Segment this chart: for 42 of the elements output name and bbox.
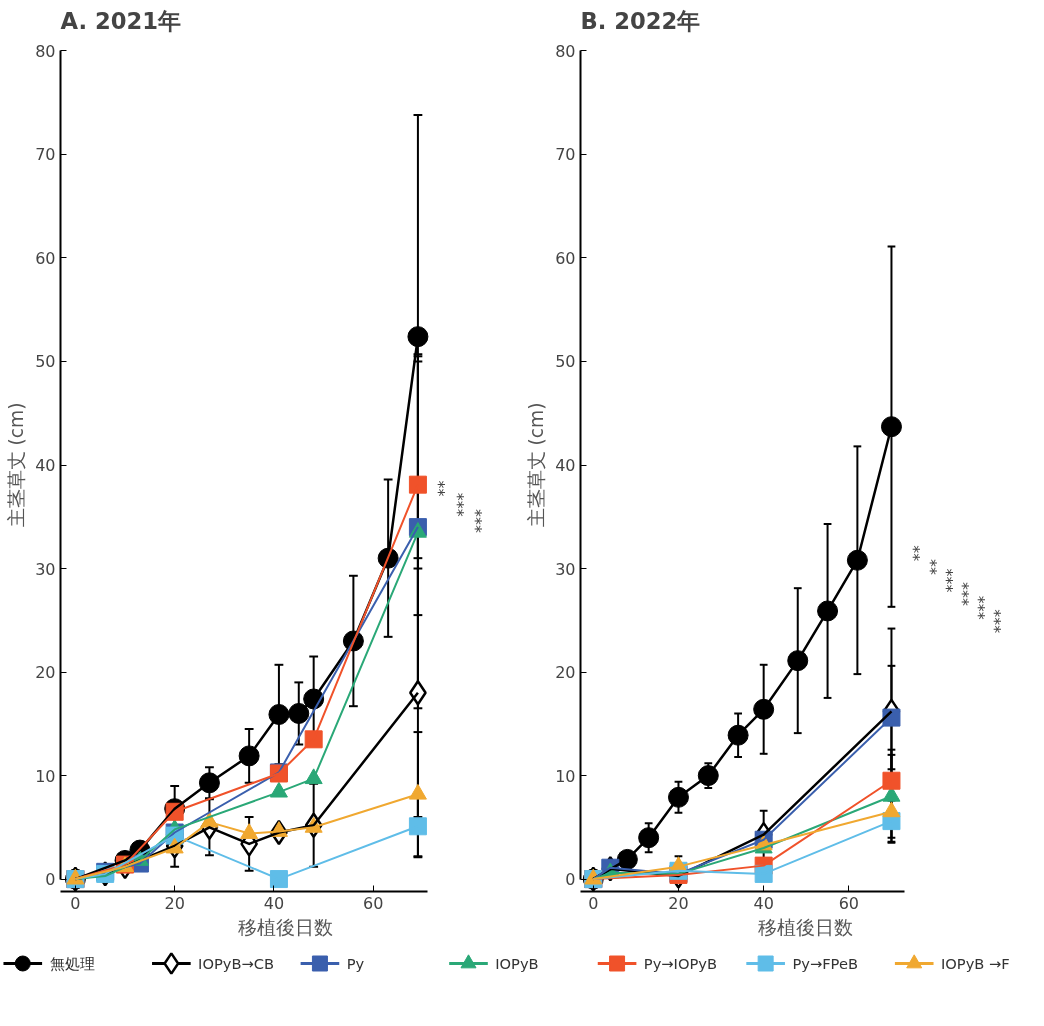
legend-label: IOPyB→CB (198, 955, 275, 972)
y-tick-label: 50 (555, 352, 576, 372)
legend-label: Py→FPeB (792, 955, 859, 972)
legend-label: IOPyB →F (940, 955, 1010, 972)
chart-title: A. 2021年 (60, 7, 182, 34)
y-tick-label: 40 (35, 456, 56, 475)
y-tick-label: 50 (35, 352, 56, 372)
text: *** (447, 492, 467, 517)
x-tick-label: 40 (753, 893, 774, 913)
y-tick-label: 0 (565, 870, 576, 890)
x-tick-label: 0 (70, 893, 81, 913)
legend-label: IOPyB (495, 955, 539, 972)
x-axis-title: 移植後日数 (758, 916, 853, 938)
x-tick-label: 60 (363, 893, 384, 913)
legend-label: Py (346, 955, 365, 972)
text: ** (429, 480, 449, 497)
y-tick-label: 10 (555, 766, 576, 786)
y-tick-label: 30 (555, 559, 576, 579)
chart-title: B. 2022年 (580, 7, 701, 34)
y-tick-label: 0 (45, 870, 56, 890)
y-axis-title: 主茎草丈 (cm) (6, 402, 28, 528)
y-tick-label: 80 (35, 41, 56, 61)
y-tick-label: 60 (555, 248, 576, 268)
y-tick-label: 60 (35, 248, 56, 268)
x-tick-label: 0 (588, 893, 599, 913)
x-axis-title: 移植後日数 (238, 916, 333, 938)
y-tick-label: 20 (35, 663, 56, 683)
y-tick-label: 30 (35, 559, 56, 579)
y-tick-label: 70 (35, 145, 56, 165)
y-tick-label: 70 (555, 145, 576, 165)
x-tick-label: 60 (838, 893, 860, 913)
text: *** (466, 509, 486, 534)
y-tick-label: 40 (555, 456, 576, 475)
x-tick-label: 20 (164, 893, 185, 913)
x-tick-label: 40 (263, 893, 285, 913)
y-tick-label: 10 (35, 766, 56, 786)
legend-label: Py→IOPyB (643, 955, 718, 972)
y-axis-title: 主茎草丈 (cm) (526, 402, 548, 528)
x-tick-label: 20 (668, 893, 689, 913)
y-tick-label: 80 (555, 41, 576, 61)
legend-label: 無処理 (49, 955, 95, 972)
y-tick-label: 20 (555, 663, 576, 683)
